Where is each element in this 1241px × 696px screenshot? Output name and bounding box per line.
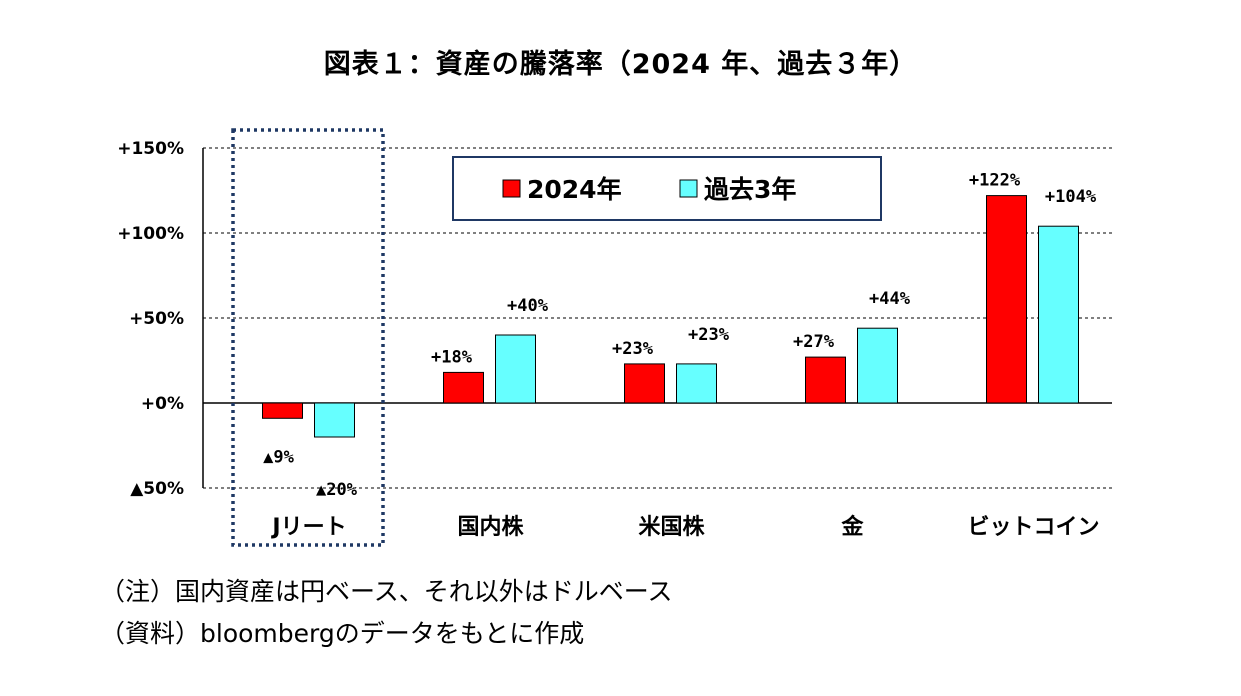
data-label: +40% — [507, 296, 549, 316]
x-category-label: 金 — [840, 514, 864, 540]
highlight-box — [231, 128, 385, 547]
data-label: ▲20% — [316, 480, 358, 500]
chart-title: 図表１：資産の騰落率（2024 年、過去３年） — [323, 49, 918, 80]
data-label: +27% — [793, 332, 835, 352]
data-label: +23% — [688, 325, 730, 345]
bar — [624, 363, 665, 404]
data-label: +23% — [612, 339, 654, 359]
legend-label: 過去3年 — [704, 175, 796, 204]
bar — [1038, 225, 1079, 404]
y-tick-label: +0% — [141, 394, 184, 414]
footnote-currency: （注）国内資産は円ベース、それ以外はドルベース — [100, 577, 673, 606]
y-tick-label: +100% — [117, 224, 184, 244]
legend-swatch — [502, 179, 521, 198]
legend-label: 2024年 — [527, 175, 622, 204]
x-category-label: 米国株 — [638, 515, 705, 540]
bar — [314, 402, 355, 438]
y-tick-label: +150% — [117, 139, 184, 159]
legend-box — [452, 156, 882, 221]
y-tick-label: +50% — [129, 309, 184, 329]
x-category-label: Jリート — [270, 515, 346, 540]
footnote-source: （資料）bloombergのデータをもとに作成 — [100, 619, 585, 648]
x-category-label: 国内株 — [457, 515, 524, 540]
legend-swatch — [679, 179, 698, 198]
bar — [986, 195, 1027, 404]
bar — [495, 334, 536, 404]
x-category-label: ビットコイン — [967, 515, 1099, 540]
bar — [805, 356, 846, 404]
bar — [262, 402, 303, 419]
data-label: +122% — [969, 171, 1021, 191]
data-label: +18% — [431, 347, 473, 367]
data-label: +44% — [869, 289, 911, 309]
bar — [676, 363, 717, 404]
y-tick-label: ▲50% — [130, 479, 184, 499]
data-label: +104% — [1045, 187, 1097, 207]
bar — [443, 371, 484, 404]
data-label: ▲9% — [263, 447, 294, 467]
bar — [857, 327, 898, 404]
